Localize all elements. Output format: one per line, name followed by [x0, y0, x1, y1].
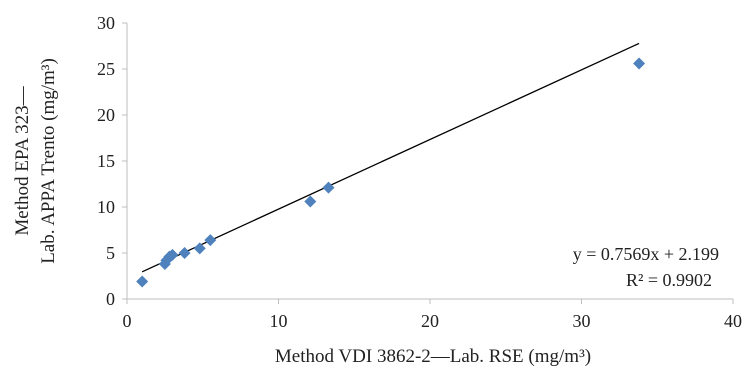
x-tick-labels: 0 10 20 30 40	[123, 299, 742, 331]
data-point	[204, 234, 217, 247]
x-tick-label: 20	[421, 311, 439, 331]
y-tick-labels: 0 5 10 15 20 25 30	[97, 13, 127, 309]
data-point	[304, 195, 317, 208]
y-axis-title-line-2: Lab. APPA Trento (mg/m³)	[38, 58, 59, 264]
y-tick-label: 10	[97, 197, 115, 217]
x-tick-label: 10	[270, 311, 288, 331]
data-points	[136, 57, 646, 288]
data-point	[193, 242, 206, 255]
x-axis-title: Method VDI 3862-2—Lab. RSE (mg/m³)	[275, 346, 591, 367]
y-tick-label: 20	[97, 105, 115, 125]
x-tick-label: 40	[724, 311, 742, 331]
x-tick-label: 0	[123, 311, 132, 331]
trendline-equation: y = 0.7569x + 2.199	[573, 244, 719, 264]
trendline	[141, 42, 640, 273]
x-tick-label: 30	[573, 311, 591, 331]
y-tick-label: 15	[97, 151, 115, 171]
y-tick-label: 5	[106, 243, 115, 263]
y-tick-label: 30	[97, 13, 115, 33]
data-point	[160, 254, 173, 267]
y-tick-label: 0	[106, 289, 115, 309]
data-point	[166, 248, 179, 261]
data-point	[633, 57, 646, 70]
y-axis-title: Method EPA 323— Lab. APPA Trento (mg/m³)	[12, 58, 59, 264]
data-point	[178, 247, 191, 259]
data-point	[136, 275, 149, 288]
y-tick-label: 25	[97, 59, 115, 79]
r-squared-label: R² = 0.9902	[626, 270, 712, 290]
data-point	[322, 181, 335, 194]
y-axis-title-line-1: Method EPA 323—	[12, 85, 33, 235]
